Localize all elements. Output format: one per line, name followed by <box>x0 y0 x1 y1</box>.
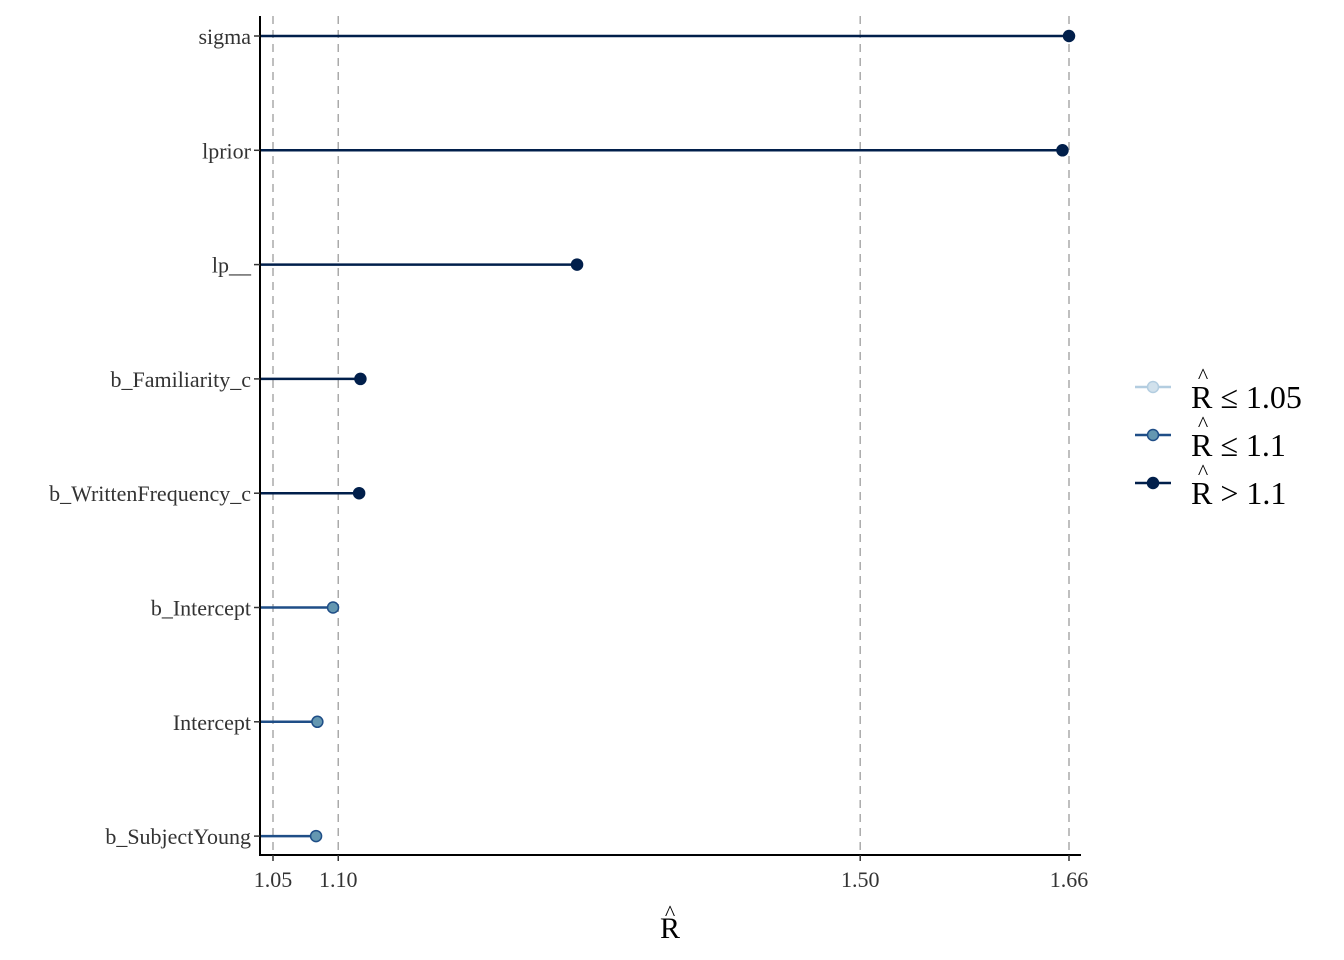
lollipop-point <box>570 258 584 271</box>
reference-lines <box>272 16 1070 855</box>
legend: ^R ≤ 1.05^R ≤ 1.1^R > 1.1 <box>1135 363 1302 511</box>
lollipop-point <box>1062 29 1076 43</box>
legend-label: R ≤ 1.05 <box>1191 379 1302 415</box>
lollipop-point <box>311 715 324 729</box>
legend-hat: ^ <box>1198 363 1209 388</box>
legend-item-mid: ^R ≤ 1.1 <box>1135 411 1286 463</box>
lollipop-7 <box>260 829 323 843</box>
x-axis-title-text: R <box>660 912 680 945</box>
legend-key-point <box>1146 428 1160 442</box>
lollipop-point <box>352 486 366 500</box>
legend-item-low: ^R ≤ 1.05 <box>1135 363 1302 415</box>
lollipop-3 <box>260 372 367 386</box>
y-tick-label: b_SubjectYoung <box>105 824 251 849</box>
y-tick-label: sigma <box>198 24 251 49</box>
y-tick-label: lp__ <box>212 253 252 278</box>
lollipop-series <box>260 29 1076 843</box>
lollipop-0 <box>260 29 1076 43</box>
legend-item-high: ^R > 1.1 <box>1135 459 1286 511</box>
lollipop-6 <box>260 715 324 729</box>
x-tick-label: 1.50 <box>841 867 880 892</box>
y-tick-label: Intercept <box>173 710 251 735</box>
legend-hat: ^ <box>1198 459 1209 484</box>
y-tick-label: b_Familiarity_c <box>110 367 251 392</box>
x-axis-ticks: 1.05 1.10 1.50 1.66 <box>254 855 1089 892</box>
y-tick-label: b_WrittenFrequency_c <box>49 481 251 506</box>
lollipop-point <box>354 372 367 386</box>
x-axis-title: ^ R <box>660 900 680 945</box>
x-tick-label: 1.66 <box>1050 867 1089 892</box>
legend-label: R > 1.1 <box>1191 475 1286 511</box>
y-axis-labels: sigma lprior lp__ b_Familiarity_c b_WrittenF… <box>49 24 260 849</box>
lollipop-point <box>326 601 340 614</box>
lollipop-point <box>1056 144 1069 157</box>
lollipop-point <box>309 829 323 843</box>
lollipop-2 <box>260 258 584 271</box>
legend-key-point <box>1146 380 1160 394</box>
x-tick-label: 1.05 <box>254 867 293 892</box>
x-tick-label: 1.10 <box>319 867 358 892</box>
lollipop-5 <box>260 601 340 614</box>
y-tick-label: lprior <box>202 138 252 163</box>
legend-hat: ^ <box>1198 411 1209 436</box>
legend-label: R ≤ 1.1 <box>1191 427 1286 463</box>
lollipop-1 <box>260 144 1069 157</box>
legend-key-point <box>1146 476 1160 490</box>
lollipop-4 <box>260 486 366 500</box>
y-tick-label: b_Intercept <box>151 596 251 621</box>
x-axis-title-hat: ^ <box>665 900 676 925</box>
